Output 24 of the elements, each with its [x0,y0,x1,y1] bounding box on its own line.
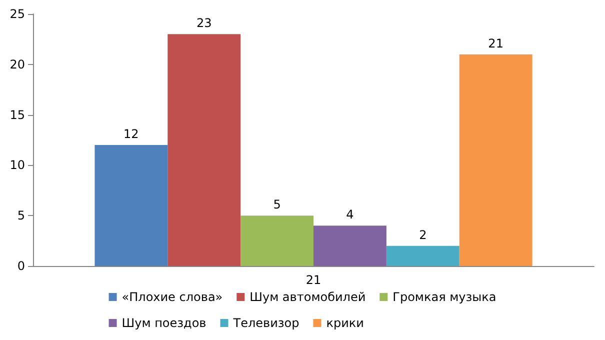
y-tick-label: 20 [10,57,25,72]
y-tick-label: 25 [10,7,25,21]
data-label: 21 [488,36,504,50]
y-tick-label: 15 [10,108,25,122]
y-tick-label: 0 [17,259,25,273]
legend-label: крики [326,316,364,330]
legend-label: «Плохие слова» [122,290,223,304]
bar [240,216,314,266]
bar [94,145,168,266]
bar [386,246,460,266]
legend-label: Шум автомобилей [250,290,366,304]
data-label: 4 [346,208,354,222]
y-tick-label: 10 [10,158,25,172]
legend-label: Телевизор [232,316,300,330]
data-label: 12 [124,127,139,142]
bar [459,54,532,266]
y-tick-label: 5 [17,208,25,223]
data-label: 23 [196,16,212,30]
legend-label: Громкая музыка [392,290,496,304]
data-label: 2 [419,228,427,242]
bar [314,226,386,266]
bar [168,34,241,266]
data-label: 5 [273,198,281,212]
legend-label: Шум поездов [122,316,206,330]
